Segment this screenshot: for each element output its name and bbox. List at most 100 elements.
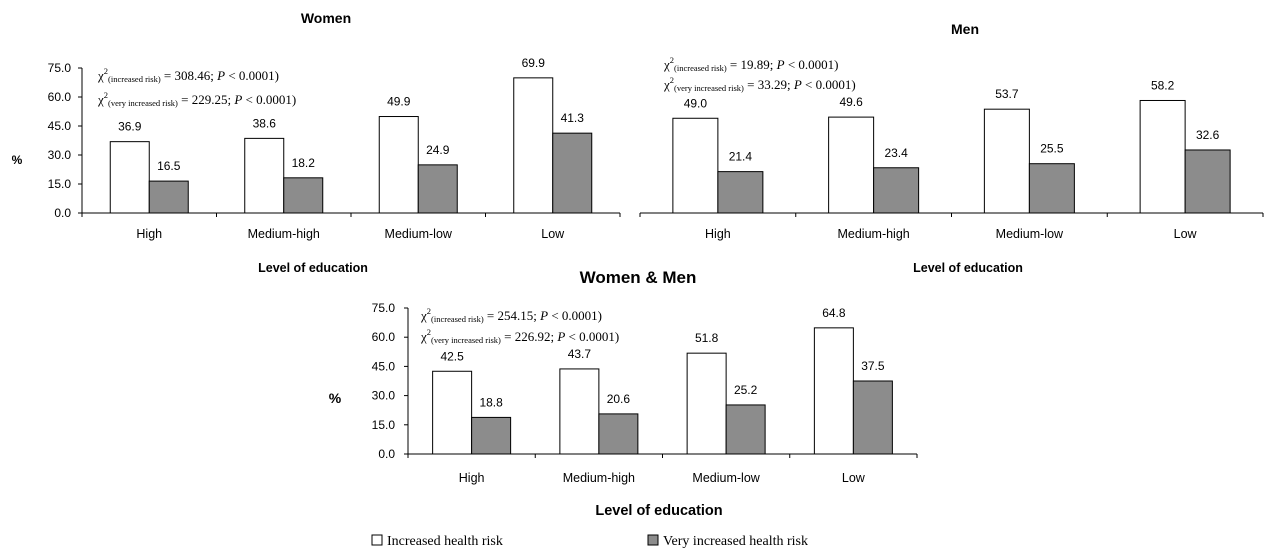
data-label: 18.8: [479, 395, 503, 409]
y-tick-label: 75.0: [48, 61, 72, 75]
bar-very-increased-high: [471, 416, 512, 455]
stat-rest2: < 0.0001): [802, 77, 856, 92]
y-tick-label: 45.0: [48, 119, 72, 133]
stat-p: P: [793, 77, 802, 92]
stat-sub: (increased risk): [108, 74, 161, 84]
data-label: 43.7: [568, 347, 592, 361]
data-label: 24.9: [426, 143, 450, 157]
stat-sup: 2: [427, 306, 431, 316]
bar-increased-medium-high: [559, 368, 600, 455]
stat-p: P: [776, 57, 785, 72]
data-label: 36.9: [118, 120, 142, 134]
chart-panel-3: Women & Men 0.0 15.0 30.0 45.0 60.0 75.0% 42.5 1…: [329, 268, 918, 519]
stat-rest1: = 33.29;: [744, 77, 794, 92]
data-label: 58.2: [1151, 78, 1175, 92]
bar-very-increased-medium-high: [598, 413, 639, 455]
chi-square-stat: χ2(very increased risk) = 33.29; P < 0.0…: [663, 75, 856, 93]
stat-p: P: [539, 308, 548, 323]
y-axis-label: %: [329, 390, 342, 406]
stat-sym: χ: [420, 329, 427, 344]
stat-sup: 2: [427, 327, 431, 337]
bar-increased-high: [109, 141, 150, 214]
data-label: 20.6: [607, 392, 631, 406]
data-label: 69.9: [522, 56, 546, 70]
data-label: 23.4: [884, 146, 908, 160]
stat-p: P: [216, 68, 225, 83]
bar-increased-low: [513, 77, 554, 214]
data-label: 16.5: [157, 159, 181, 173]
bar-very-increased-medium-high: [873, 167, 920, 214]
y-tick-label: 0.0: [54, 206, 71, 220]
bar-increased-medium-low: [378, 116, 419, 214]
bar-increased-high: [672, 117, 719, 214]
data-label: 41.3: [561, 111, 585, 125]
stat-sym: χ: [97, 68, 104, 83]
x-category-label: Medium-high: [563, 471, 635, 485]
bar-very-increased-low: [852, 380, 893, 455]
chart-title: Women: [301, 10, 351, 26]
data-label: 42.5: [440, 349, 464, 363]
stat-sub: (increased risk): [431, 314, 484, 324]
bar-increased-medium-low: [983, 108, 1030, 214]
stat-sup: 2: [104, 90, 108, 100]
bar-increased-low: [813, 327, 854, 455]
chi-square-stat: χ2(increased risk) = 308.46; P < 0.0001): [97, 66, 279, 84]
y-tick-label: 15.0: [48, 177, 72, 191]
bar-very-increased-high: [717, 171, 764, 214]
chart-panel-2: Men49.021.4High49.623.4Medium-high53.725…: [639, 21, 1264, 275]
y-tick-label: 75.0: [372, 301, 396, 315]
stat-sym: χ: [97, 92, 104, 107]
bar-increased-medium-high: [244, 137, 285, 214]
stat-sub: (very increased risk): [674, 83, 744, 93]
stat-sym: χ: [663, 57, 670, 72]
bar-very-increased-medium-high: [283, 177, 324, 214]
data-label: 37.5: [861, 359, 885, 373]
y-tick-label: 15.0: [372, 418, 396, 432]
bar-increased-low: [1139, 99, 1186, 214]
bar-very-increased-medium-low: [417, 164, 458, 214]
chi-square-stat: χ2(very increased risk) = 226.92; P < 0.…: [420, 327, 619, 345]
x-axis-label: Level of education: [258, 261, 368, 275]
legend: Increased health risk Very increased heal…: [371, 534, 808, 549]
y-tick-label: 30.0: [48, 148, 72, 162]
data-label: 25.2: [734, 383, 758, 397]
bar-increased-medium-high: [828, 116, 875, 214]
stat-rest1: = 229.25;: [178, 92, 234, 107]
y-tick-label: 60.0: [372, 330, 396, 344]
stat-rest2: < 0.0001): [565, 329, 619, 344]
stat-rest2: < 0.0001): [225, 68, 279, 83]
x-category-label: Medium-low: [996, 227, 1064, 241]
bar-very-increased-low: [1184, 149, 1231, 214]
bar-very-increased-medium-low: [1028, 163, 1075, 214]
x-category-label: Low: [842, 471, 866, 485]
stat-rest1: = 226.92;: [501, 329, 557, 344]
stat-sup: 2: [670, 55, 674, 65]
stat-rest2: < 0.0001): [548, 308, 602, 323]
x-category-label: High: [136, 227, 162, 241]
data-label: 51.8: [695, 331, 719, 345]
data-label: 49.0: [684, 96, 708, 110]
stat-rest2: < 0.0001): [242, 92, 296, 107]
chart-panel-1: Women 0.0 15.0 30.0 45.0 60.0 75.0% 36.9 16.5 Hig…: [12, 10, 621, 275]
legend-swatch-increased: [371, 534, 383, 546]
chart-title: Women & Men: [580, 268, 697, 287]
data-label: 38.6: [253, 116, 277, 130]
data-label: 25.5: [1040, 142, 1064, 156]
x-category-label: High: [705, 227, 731, 241]
stat-sym: χ: [420, 308, 427, 323]
legend-label: Very increased health risk: [663, 534, 808, 549]
stat-sym: χ: [663, 77, 670, 92]
x-category-label: Medium-high: [837, 227, 909, 241]
bar-very-increased-medium-low: [725, 404, 766, 455]
x-category-label: Medium-low: [692, 471, 760, 485]
bar-very-increased-high: [148, 180, 189, 214]
data-label: 18.2: [292, 156, 316, 170]
data-label: 53.7: [995, 87, 1019, 101]
data-label: 21.4: [729, 150, 753, 164]
y-tick-label: 30.0: [372, 389, 396, 403]
bar-increased-medium-low: [686, 352, 727, 455]
x-axis-label: Level of education: [913, 261, 1023, 275]
x-category-label: Medium-low: [385, 227, 453, 241]
x-category-label: High: [459, 471, 485, 485]
